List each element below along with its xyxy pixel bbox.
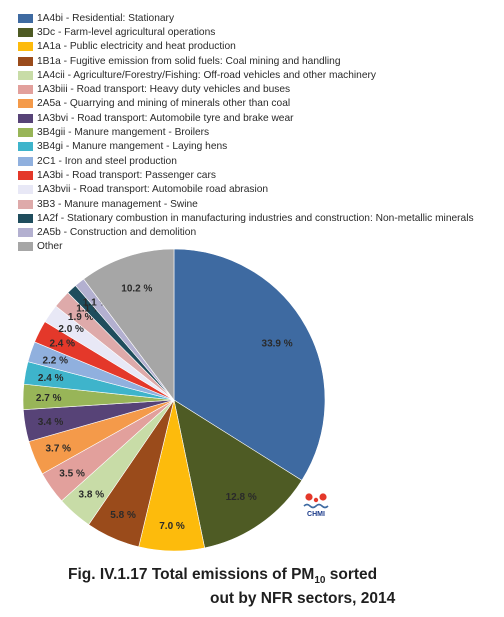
chmi-logo-icon — [303, 493, 329, 509]
legend-label: 1A3bi - Road transport: Passenger cars — [37, 169, 216, 181]
slice-label: 12.8 % — [226, 492, 257, 503]
legend-swatch — [18, 142, 33, 152]
legend-label: 2A5a - Quarrying and mining of minerals … — [37, 98, 291, 110]
slice-label: 2.0 % — [58, 324, 84, 335]
legend-swatch — [18, 56, 33, 66]
legend-label: 3Dc - Farm-level agricultural operations — [37, 26, 216, 38]
chmi-logo-text: CHMI — [307, 511, 325, 518]
pie-slice — [83, 248, 175, 401]
legend-item: 1A3bi - Road transport: Passenger cars — [18, 168, 498, 182]
legend-label: 1A3biii - Road transport: Heavy duty veh… — [37, 84, 291, 96]
chmi-logo: CHMI — [300, 492, 332, 522]
legend-item: 3Dc - Farm-level agricultural operations — [18, 25, 498, 39]
slice-label: 1.1 % — [83, 298, 109, 309]
slice-label: 2.2 % — [42, 355, 68, 366]
slice-label: 3.5 % — [59, 468, 85, 479]
legend-swatch — [18, 13, 33, 23]
legend-label: 1A3bvii - Road transport: Automobile roa… — [37, 184, 269, 196]
legend-swatch — [18, 27, 33, 37]
legend-label: 2A5b - Construction and demolition — [37, 227, 197, 239]
legend-label: 1B1a - Fugitive emission from solid fuel… — [37, 55, 341, 67]
legend-swatch — [18, 242, 33, 252]
legend-label: 3B3 - Manure management - Swine — [37, 198, 198, 210]
pie-chart: 33.9 % 12.8 % 7.0 % 5.8 % 3.8 % 3.5 % 3.7 % 3.4… — [22, 248, 326, 552]
legend-swatch — [18, 128, 33, 138]
legend-swatch — [18, 113, 33, 123]
caption-line1-suffix: sorted — [325, 566, 378, 583]
legend-swatch — [18, 228, 33, 238]
legend-item: 1A2f - Stationary combustion in manufact… — [18, 211, 498, 225]
legend-swatch — [18, 85, 33, 95]
slice-label: 1.1 % — [76, 303, 102, 314]
legend-swatch — [18, 156, 33, 166]
slice-label: 5.8 % — [110, 510, 136, 521]
slice-label: 3.8 % — [79, 490, 105, 501]
legend-swatch — [18, 42, 33, 52]
pie-slice — [173, 248, 326, 481]
legend-item: 1B1a - Fugitive emission from solid fuel… — [18, 54, 498, 68]
slice-label: 1.9 % — [68, 312, 94, 323]
legend-item: 1A3biii - Road transport: Heavy duty veh… — [18, 82, 498, 96]
legend-swatch — [18, 170, 33, 180]
slice-label: 10.2 % — [121, 284, 152, 295]
slice-label: 2.7 % — [36, 393, 62, 404]
legend-item: 3B3 - Manure management - Swine — [18, 197, 498, 211]
caption-line2: out by NFR sectors, 2014 — [210, 590, 396, 608]
legend-label: 1A4cii - Agriculture/Forestry/Fishing: O… — [37, 69, 376, 81]
legend-item: 1A1a - Public electricity and heat produ… — [18, 40, 498, 54]
caption-subscript: 10 — [314, 575, 326, 587]
caption-line1-prefix: Fig. IV.1.17 Total emissions of PM — [68, 566, 315, 583]
pie-slice — [173, 399, 303, 549]
figure-caption: Fig. IV.1.17 Total emissions of PM10 sor… — [68, 566, 395, 608]
legend-item: 1A4bi - Residential: Stationary — [18, 11, 498, 25]
legend: 1A4bi - Residential: Stationary 3Dc - Far… — [18, 11, 498, 254]
legend-swatch — [18, 185, 33, 195]
legend-item: 2C1 - Iron and steel production — [18, 154, 498, 168]
legend-item: 1A4cii - Agriculture/Forestry/Fishing: O… — [18, 68, 498, 82]
legend-label: 1A3bvi - Road transport: Automobile tyre… — [37, 112, 294, 124]
legend-item: 2A5a - Quarrying and mining of minerals … — [18, 97, 498, 111]
legend-item: Other — [18, 240, 498, 254]
legend-swatch — [18, 199, 33, 209]
slice-label: 33.9 % — [262, 339, 293, 350]
legend-item: 1A3bvii - Road transport: Automobile roa… — [18, 183, 498, 197]
slice-label: 3.4 % — [38, 417, 64, 428]
slice-label: 7.0 % — [159, 521, 185, 532]
legend-item: 3B4gi - Manure mangement - Laying hens — [18, 140, 498, 154]
legend-label: 3B4gii - Manure mangement - Broilers — [37, 127, 210, 139]
slice-label: 3.7 % — [46, 444, 72, 455]
legend-label: Other — [37, 241, 63, 253]
legend-swatch — [18, 70, 33, 80]
legend-label: 1A1a - Public electricity and heat produ… — [37, 41, 236, 53]
legend-item: 1A3bvi - Road transport: Automobile tyre… — [18, 111, 498, 125]
legend-label: 1A4bi - Residential: Stationary — [37, 12, 175, 24]
legend-item: 2A5b - Construction and demolition — [18, 225, 498, 239]
slice-label: 2.4 % — [38, 373, 64, 384]
legend-label: 3B4gi - Manure mangement - Laying hens — [37, 141, 228, 153]
slice-label: 2.4 % — [49, 339, 75, 350]
legend-label: 1A2f - Stationary combustion in manufact… — [37, 212, 474, 224]
legend-item: 3B4gii - Manure mangement - Broilers — [18, 125, 498, 139]
legend-swatch — [18, 99, 33, 109]
legend-label: 2C1 - Iron and steel production — [37, 155, 177, 167]
legend-swatch — [18, 213, 33, 223]
